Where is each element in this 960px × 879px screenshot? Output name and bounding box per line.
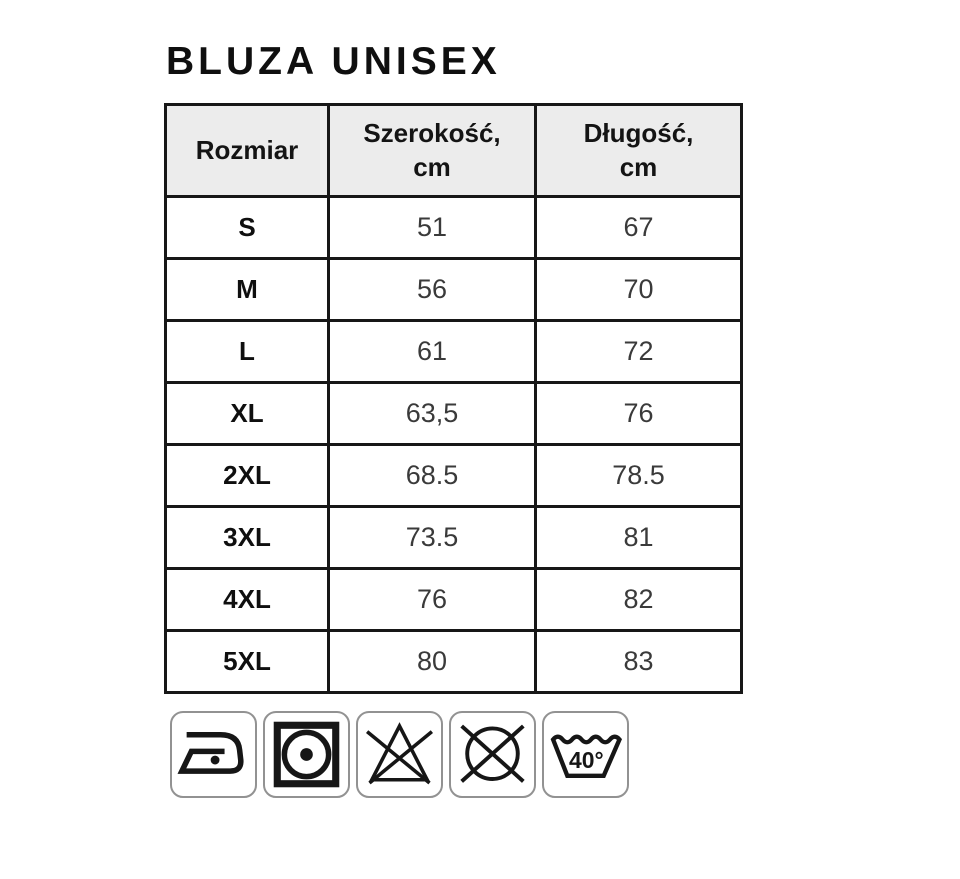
care-icons-row: 40° [170,711,629,798]
table-row: 4XL 76 82 [164,567,743,632]
width-cell: 76 [327,567,537,632]
care-tile [356,711,443,798]
column-header-size: Rozmiar [164,103,330,198]
length-cell: 76 [534,381,743,446]
size-cell: 4XL [164,567,330,632]
length-cell: 78.5 [534,443,743,508]
column-header-length: Długość, cm [534,103,743,198]
length-cell: 70 [534,257,743,322]
table-row: 3XL 73.5 81 [164,505,743,570]
iron-low-icon [174,715,253,794]
length-cell: 81 [534,505,743,570]
table-row: L 61 72 [164,319,743,384]
do-not-bleach-icon [360,715,439,794]
width-cell: 63,5 [327,381,537,446]
width-cell: 61 [327,319,537,384]
table-row: M 56 70 [164,257,743,322]
length-cell: 72 [534,319,743,384]
size-table: Rozmiar Szerokość, cm Długość, cm S 51 6… [164,103,743,694]
size-cell: 3XL [164,505,330,570]
table-row: 5XL 80 83 [164,629,743,694]
width-cell: 51 [327,195,537,260]
size-cell: 5XL [164,629,330,694]
length-cell: 83 [534,629,743,694]
care-tile [449,711,536,798]
page-title: BLUZA UNISEX [166,40,501,83]
width-cell: 73.5 [327,505,537,570]
wash-temp-label: 40° [569,747,604,773]
size-cell: XL [164,381,330,446]
size-cell: S [164,195,330,260]
table-header-row: Rozmiar Szerokość, cm Długość, cm [164,103,743,198]
table-row: S 51 67 [164,195,743,260]
length-cell: 67 [534,195,743,260]
size-cell: 2XL [164,443,330,508]
size-cell: M [164,257,330,322]
size-cell: L [164,319,330,384]
column-header-width: Szerokość, cm [327,103,537,198]
length-cell: 82 [534,567,743,632]
table-row: XL 63,5 76 [164,381,743,446]
wash-40-icon: 40° [546,715,625,794]
width-cell: 80 [327,629,537,694]
care-tile [263,711,350,798]
care-tile [170,711,257,798]
table-row: 2XL 68.5 78.5 [164,443,743,508]
tumble-dry-low-icon [267,715,346,794]
width-cell: 68.5 [327,443,537,508]
care-tile: 40° [542,711,629,798]
do-not-dry-clean-icon [453,715,532,794]
width-cell: 56 [327,257,537,322]
